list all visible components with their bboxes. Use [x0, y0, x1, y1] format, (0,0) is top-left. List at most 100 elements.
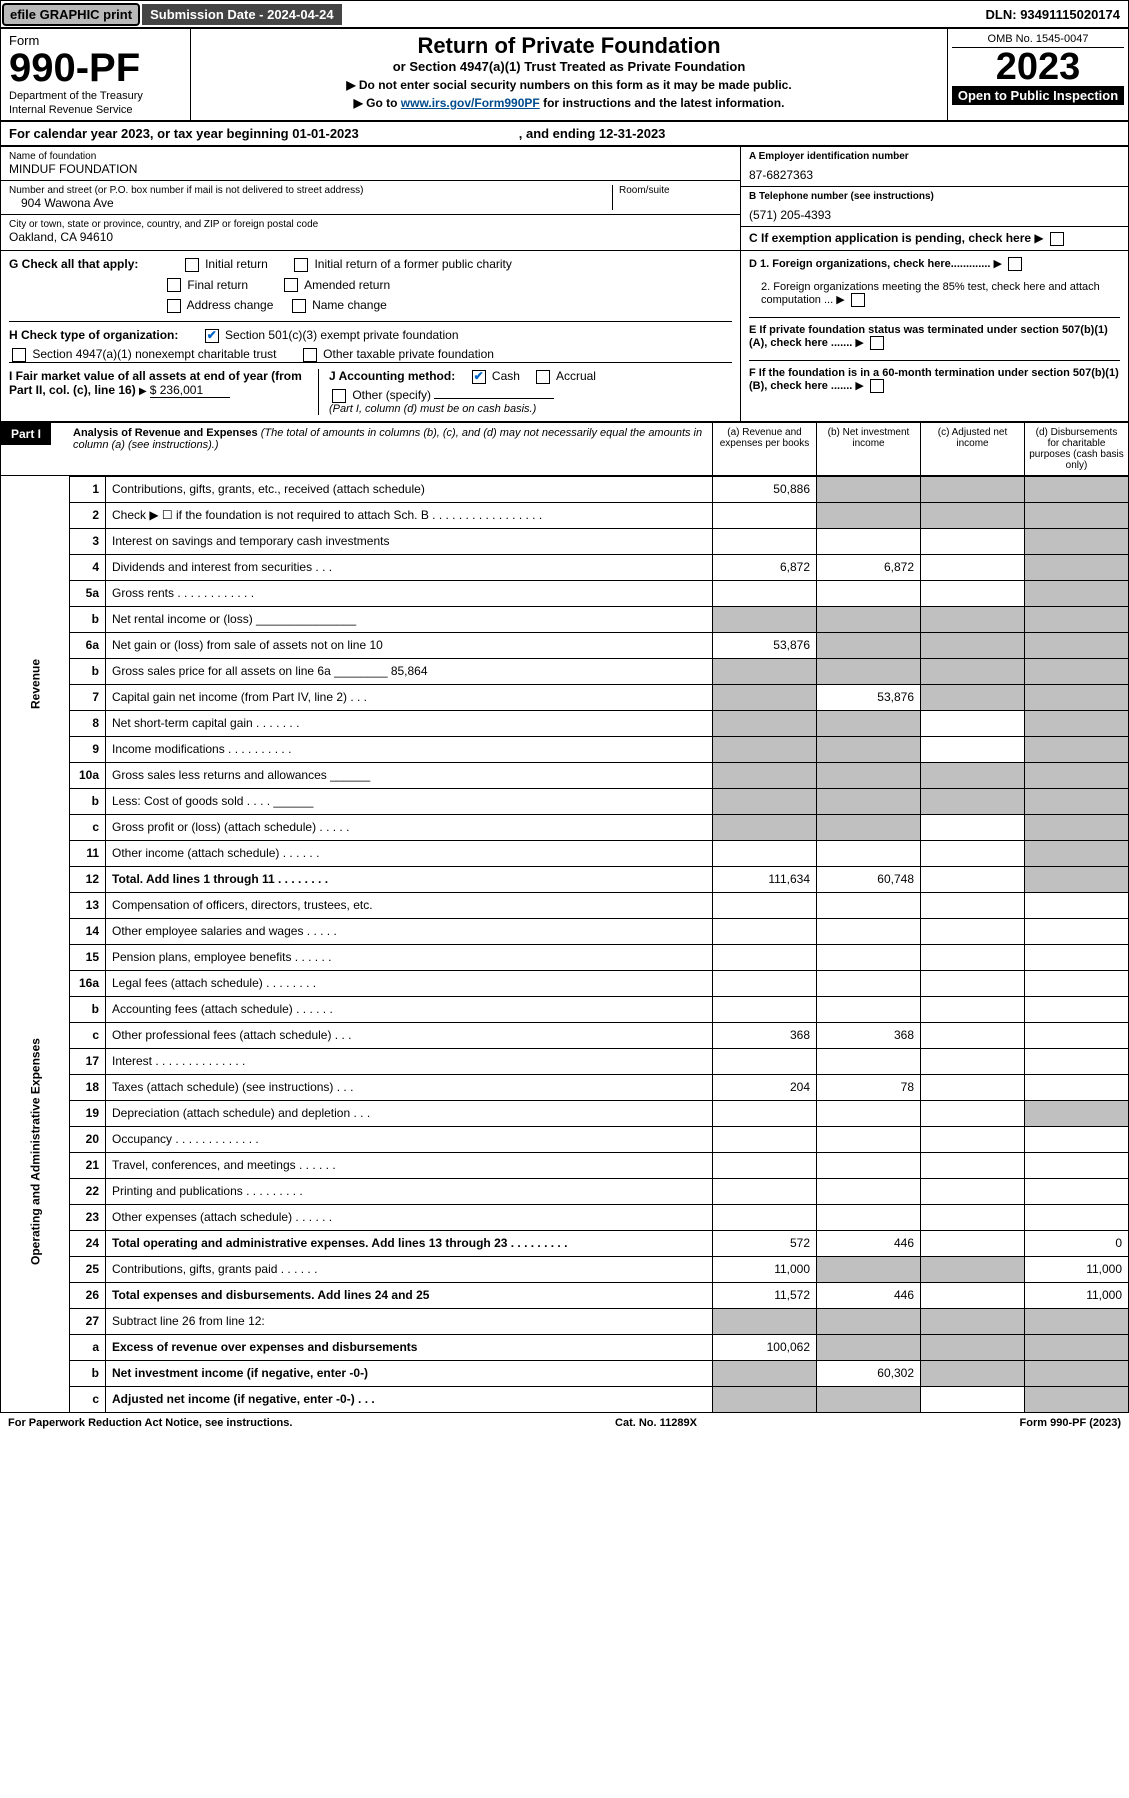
col-c-value [921, 554, 1025, 580]
line-number: 4 [70, 554, 106, 580]
e-checkbox[interactable] [870, 336, 884, 350]
col-a-value [713, 762, 817, 788]
phone: (571) 205-4393 [749, 208, 1120, 222]
line-number: 2 [70, 502, 106, 528]
line-number: 11 [70, 840, 106, 866]
col-a-value [713, 1360, 817, 1386]
col-c-value [921, 528, 1025, 554]
col-c-value [921, 970, 1025, 996]
line-desc: Total expenses and disbursements. Add li… [106, 1282, 713, 1308]
col-a-value [713, 1204, 817, 1230]
line-desc: Other expenses (attach schedule) . . . .… [106, 1204, 713, 1230]
city: Oakland, CA 94610 [9, 230, 732, 244]
ein: 87-6827363 [749, 168, 1120, 182]
col-a-value [713, 970, 817, 996]
col-d-value [1025, 1048, 1129, 1074]
f-checkbox[interactable] [870, 379, 884, 393]
j-cash-checkbox[interactable] [472, 370, 486, 384]
col-b-value [817, 736, 921, 762]
col-b-value [817, 476, 921, 502]
g-address-checkbox[interactable] [167, 299, 181, 313]
table-row: 17Interest . . . . . . . . . . . . . . [1, 1048, 1129, 1074]
instr-pre: ▶ Go to [354, 96, 401, 110]
col-a-value [713, 658, 817, 684]
col-c-value [921, 502, 1025, 528]
g-final-checkbox[interactable] [167, 278, 181, 292]
col-d-value [1025, 892, 1129, 918]
g-initial-checkbox[interactable] [185, 258, 199, 272]
line-desc: Gross sales price for all assets on line… [106, 658, 713, 684]
line-desc: Other income (attach schedule) . . . . .… [106, 840, 713, 866]
col-d-value [1025, 632, 1129, 658]
table-row: 25Contributions, gifts, grants paid . . … [1, 1256, 1129, 1282]
col-d-value [1025, 1308, 1129, 1334]
line-number: 6a [70, 632, 106, 658]
col-d-value [1025, 918, 1129, 944]
d2-checkbox[interactable] [851, 293, 865, 307]
addr-label: Number and street (or P.O. box number if… [9, 185, 612, 196]
line-number: 14 [70, 918, 106, 944]
line-desc: Check ▶ ☐ if the foundation is not requi… [106, 502, 713, 528]
col-b-value [817, 580, 921, 606]
d1-checkbox[interactable] [1008, 257, 1022, 271]
line-number: 26 [70, 1282, 106, 1308]
form990pf-link[interactable]: www.irs.gov/Form990PF [401, 96, 540, 110]
h-501c3-checkbox[interactable] [205, 329, 219, 343]
col-c-value [921, 944, 1025, 970]
line-number: a [70, 1334, 106, 1360]
col-c-value [921, 814, 1025, 840]
col-c-value [921, 684, 1025, 710]
col-d-value [1025, 1204, 1129, 1230]
efile-button[interactable]: efile GRAPHIC print [2, 3, 140, 26]
d1-label: D 1. Foreign organizations, check here..… [749, 258, 990, 270]
col-c-value [921, 1230, 1025, 1256]
foundation-name: MINDUF FOUNDATION [9, 162, 732, 176]
col-b-value: 446 [817, 1230, 921, 1256]
col-b-value [817, 632, 921, 658]
col-b-value [817, 840, 921, 866]
g-amended-checkbox[interactable] [284, 278, 298, 292]
col-c-value [921, 1022, 1025, 1048]
line-desc: Dividends and interest from securities .… [106, 554, 713, 580]
table-row: bNet rental income or (loss) ___________… [1, 606, 1129, 632]
col-a-value: 11,000 [713, 1256, 817, 1282]
table-row: 5aGross rents . . . . . . . . . . . . [1, 580, 1129, 606]
line-desc: Gross sales less returns and allowances … [106, 762, 713, 788]
table-row: 21Travel, conferences, and meetings . . … [1, 1152, 1129, 1178]
line-desc: Printing and publications . . . . . . . … [106, 1178, 713, 1204]
line-desc: Accounting fees (attach schedule) . . . … [106, 996, 713, 1022]
table-row: cGross profit or (loss) (attach schedule… [1, 814, 1129, 840]
col-b-value [817, 814, 921, 840]
g-name-checkbox[interactable] [292, 299, 306, 313]
col-b-value [817, 1152, 921, 1178]
col-a-value: 204 [713, 1074, 817, 1100]
col-a-value [713, 1386, 817, 1412]
line-number: b [70, 658, 106, 684]
f-label: F If the foundation is in a 60-month ter… [749, 367, 1119, 392]
col-c-value [921, 1074, 1025, 1100]
col-a-value [713, 1048, 817, 1074]
col-c-value [921, 632, 1025, 658]
h-4947-checkbox[interactable] [12, 348, 26, 362]
j-other-checkbox[interactable] [332, 389, 346, 403]
h-other-checkbox[interactable] [303, 348, 317, 362]
footer-left: For Paperwork Reduction Act Notice, see … [8, 1417, 292, 1429]
g-row: G Check all that apply: Initial return I… [9, 257, 732, 272]
j-accrual-checkbox[interactable] [536, 370, 550, 384]
line-number: 13 [70, 892, 106, 918]
g-initial-former-checkbox[interactable] [294, 258, 308, 272]
col-b-value [817, 1126, 921, 1152]
col-c-value [921, 840, 1025, 866]
e-label: E If private foundation status was termi… [749, 324, 1108, 349]
line-desc: Net short-term capital gain . . . . . . … [106, 710, 713, 736]
col-c-value [921, 1334, 1025, 1360]
phone-label: B Telephone number (see instructions) [749, 191, 1120, 202]
revenue-section-label: Revenue [1, 476, 70, 892]
col-d-value [1025, 580, 1129, 606]
c-label: C If exemption application is pending, c… [749, 231, 1031, 245]
line-desc: Net gain or (loss) from sale of assets n… [106, 632, 713, 658]
footer: For Paperwork Reduction Act Notice, see … [0, 1413, 1129, 1433]
c-checkbox[interactable] [1050, 232, 1064, 246]
table-row: 22Printing and publications . . . . . . … [1, 1178, 1129, 1204]
g-amended: Amended return [304, 278, 390, 292]
